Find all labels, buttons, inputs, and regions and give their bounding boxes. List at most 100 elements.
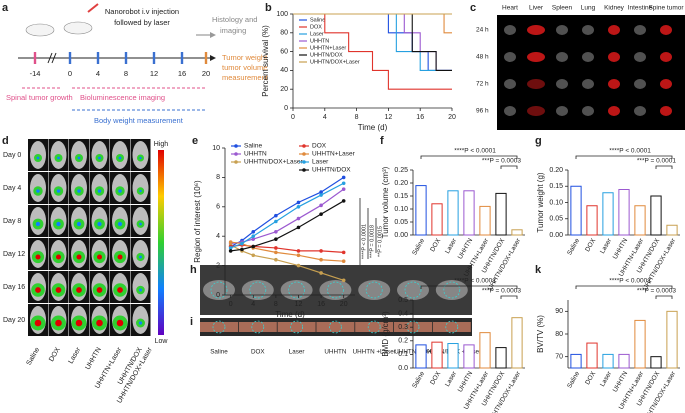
series-point [319,203,323,208]
survival-line [293,13,452,90]
series-point [341,259,346,263]
legend-marker [302,160,306,164]
group-label: Saline [210,349,228,356]
series-point [296,263,301,268]
y-tick-label: 0.1 [398,351,408,358]
signal [35,254,41,260]
y-tick-label: 0.20 [549,167,563,174]
organ-blob [634,106,646,116]
y-tick-label: 6 [216,204,220,211]
annotation: ****P < 0.0001 [454,148,496,155]
series-point [319,249,323,253]
signal [139,156,142,160]
bar [618,353,630,369]
annotation: ****P < 0.0001 [609,278,651,285]
y-tick-label: 0.00 [549,232,563,239]
day-label: Day 20 [3,317,25,324]
signal [35,287,41,293]
x-tick-label: Laser [599,237,614,255]
organ-blob [608,25,620,35]
organ-blob [504,52,516,62]
panel-letter: b [265,2,272,14]
bar [495,192,507,236]
series-point [274,257,278,262]
series-point [228,249,233,253]
organ-label: Liver [529,5,544,12]
bar [511,317,523,369]
laser-icon [87,3,99,13]
legend-marker [302,152,306,156]
panel-letter: c [470,2,476,14]
y-axis-label: BV/TV (%) [536,315,545,353]
panel-letter: i [190,316,193,328]
tumor-growth-label: Spinal tumor growth [6,93,73,102]
legend-label: UHHTN [310,38,329,44]
signal [77,156,81,160]
organ-blob [556,25,568,35]
bar [618,189,630,236]
spine-slice [432,322,471,332]
timeline-label: 4 [96,69,100,78]
y-axis-label: Percent survival (%) [261,25,270,97]
y-tick-label: 0.10 [549,199,563,206]
series-line [230,182,344,249]
annotation: ***P = 0.0003 [482,288,521,295]
x-tick-label: 0 [229,301,233,308]
signal [35,221,41,227]
spine-image [319,280,352,300]
annotation: ****P < 0.0001 [361,224,367,259]
series-point [341,187,346,191]
organ-blob [582,25,594,35]
series-line [230,176,345,248]
timeline-tick [152,52,156,64]
signal [117,287,123,293]
y-tick-label: 40 [280,67,288,74]
organ-label: Spine tumor [648,5,684,12]
y-tick-label: 0.4 [398,310,408,317]
panel-letter: f [380,135,384,147]
timeline-label: 12 [150,69,158,78]
group-label: Saline [26,346,42,366]
bar [602,192,614,236]
bar [634,319,646,369]
bar [479,332,491,369]
series-point [274,213,278,218]
roi-circle [328,320,342,334]
roi-circle [404,281,422,299]
x-tick-label: Laser [444,370,459,388]
spine-image [397,280,429,300]
roi-circle [212,320,226,334]
series-point [251,244,256,249]
legend-label: DOX [312,143,327,150]
series-point [296,205,301,209]
y-tick-label: 0.3 [398,324,408,331]
legend-label: DOX [310,24,322,30]
roi-circle [249,281,267,299]
signal [138,321,143,325]
timeline-label: 0 [68,69,72,78]
organ-blob [556,79,568,89]
roi-circle [367,320,381,334]
x-tick-label: DOX [584,370,597,386]
series-point [319,190,323,194]
y-tick-label: 20 [280,86,288,93]
panel-letter: h [190,264,197,276]
y-axis-label: Region of interest (10⁶) [193,180,202,263]
organ-blob [504,25,516,35]
axis-break [47,52,53,64]
organ-blob [660,79,672,89]
x-tick-label: 16 [317,301,325,308]
organ-blob [634,79,646,89]
x-axis-label: Time (d) [275,310,305,319]
signal [96,287,103,293]
annotation: ***P = 0.0003 [482,158,521,165]
y-tick-label: 0 [284,105,288,112]
y-tick-label: 0.00 [394,232,408,239]
bioluminescence-label: Bioluminescence imaging [80,93,165,102]
series-point [296,200,301,205]
series-point [274,237,278,241]
bar [602,353,614,369]
signal [34,319,42,327]
timeline-tick [204,52,208,64]
